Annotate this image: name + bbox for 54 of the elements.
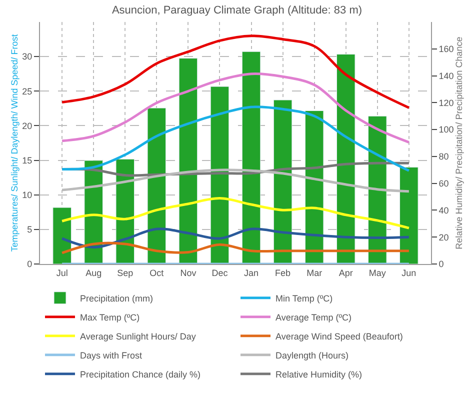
- legend-label: Relative Humidity (%): [276, 369, 362, 380]
- x-tick-label: Dec: [212, 268, 228, 278]
- x-tick-label: Feb: [275, 268, 291, 278]
- legend-label: Days with Frost: [80, 350, 143, 360]
- y2-tick-label: 20: [438, 232, 449, 242]
- legend-label: Max Temp (ºC): [80, 312, 140, 322]
- y-tick-label: 25: [22, 86, 32, 96]
- x-tick-label: Oct: [150, 268, 164, 278]
- chart-title: Asuncion, Paraguay Climate Graph (Altitude: 83 m): [112, 4, 362, 17]
- y-tick-label: 20: [22, 120, 32, 131]
- bar: [210, 86, 230, 264]
- line-series: [60, 228, 410, 248]
- legend-label: Precipitation Chance (daily %): [80, 369, 201, 380]
- legend-label: Precipitation (mm): [80, 293, 154, 304]
- y2-tick-label: 100: [438, 124, 454, 135]
- y-tick-label: 30: [22, 52, 32, 62]
- legend-label: Average Temp (ºC): [276, 312, 352, 322]
- line-series: [60, 106, 410, 172]
- bar: [178, 58, 198, 264]
- x-tick-label: Aug: [86, 268, 102, 278]
- legend-label: Average Sunlight Hours/ Day: [80, 331, 196, 342]
- y-tick-label: 0: [27, 259, 32, 270]
- line-series: [60, 72, 410, 144]
- y-axis-title: Temperatures/ Sunlight/ Daylength/ Wind Speed/ Frost: [10, 34, 20, 252]
- line-series: [60, 197, 410, 230]
- y-tick-label: 5: [27, 224, 32, 235]
- bar: [147, 108, 166, 264]
- y-tick-label: 10: [22, 190, 32, 200]
- y2-tick-label: 60: [438, 178, 449, 188]
- x-tick-label: Nov: [180, 268, 197, 278]
- x-tick-label: Jun: [402, 268, 416, 278]
- y2-tick-label: 140: [438, 70, 454, 81]
- legend-label: Average Wind Speed (Beaufort): [276, 331, 403, 342]
- bar: [336, 54, 356, 264]
- y-tick-label: 15: [22, 155, 32, 166]
- legend-label: Daylength (Hours): [276, 350, 349, 360]
- x-tick-label: Sep: [117, 268, 134, 278]
- y2-tick-label: 0: [438, 259, 444, 270]
- y2-axis-title: Relative Humidity/ Precipitation/ Precipitation Chance: [454, 36, 464, 250]
- line-series: [60, 242, 410, 254]
- y2-tick-label: 120: [438, 98, 454, 108]
- bar: [273, 100, 292, 264]
- x-tick-label: Jan: [244, 268, 259, 278]
- x-tick-label: Mar: [306, 268, 322, 278]
- bar: [52, 207, 72, 264]
- y2-tick-label: 80: [438, 152, 449, 162]
- x-tick-label: May: [368, 268, 386, 278]
- y2-tick-label: 160: [438, 44, 454, 54]
- legend-label: Min Temp (ºC): [276, 293, 333, 304]
- line-series: [60, 34, 410, 109]
- y2-tick-label: 40: [438, 205, 449, 216]
- bar: [400, 166, 418, 264]
- x-tick-label: Jul: [56, 268, 68, 278]
- x-tick-label: Apr: [338, 268, 353, 278]
